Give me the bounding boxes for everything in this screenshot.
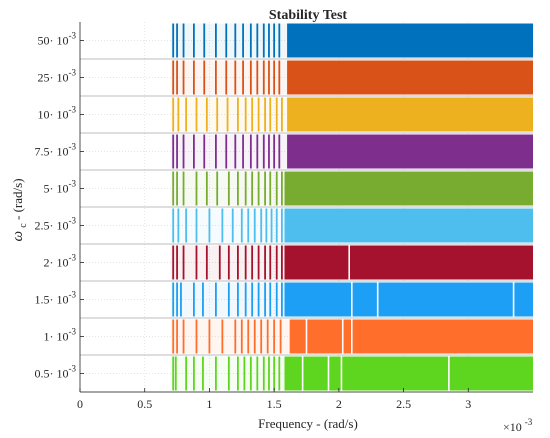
y-tick-label-0: 0.5· 10-3 [35,364,77,381]
y-tick-exponent-1: -3 [69,327,77,337]
x-axis-exponent: ×10 -3 [503,417,533,434]
y-tick-label-1: 1· 10-3 [44,327,77,344]
band-8 [80,60,533,97]
y-tick-label-2: 1.5· 10-3 [35,290,77,307]
band-fill-9 [287,23,533,58]
band-2 [80,282,533,319]
x-tick-label-4: 2 [336,397,342,411]
y-tick-exponent-4: -3 [69,216,77,226]
y-tick-exponent-2: -3 [69,290,77,300]
band-fill-2 [284,282,533,317]
band-tint-3 [170,245,285,280]
band-tint-4 [170,208,285,243]
band-1 [80,319,533,356]
y-label-rest: - (rad/s) [10,178,25,220]
y-tick-mantissa-1: 1· 10 [44,330,69,344]
x-tick-label-2: 1 [206,397,212,411]
y-tick-mantissa-8: 25· 10 [38,71,69,85]
x-ticks: 0 0.5 1 1.5 2 2.5 3 [77,388,471,411]
y-tick-label-7: 10· 10-3 [38,105,77,122]
band-tint-6 [170,134,288,169]
band-6 [80,134,533,171]
band-9 [80,23,533,60]
y-tick-exponent-3: -3 [69,253,77,263]
chart-title: Stability Test [269,8,348,23]
x-exponent-base: ×10 [503,420,522,434]
x-tick-label-6: 3 [465,397,471,411]
band-tint-1 [170,319,290,354]
y-tick-mantissa-5: 5· 10 [44,182,69,196]
y-tick-exponent-7: -3 [69,105,77,115]
y-tick-exponent-0: -3 [69,364,77,374]
band-7 [80,97,533,134]
y-label-symbol: ω [10,231,26,242]
y-tick-mantissa-2: 1.5· 10 [35,293,69,307]
y-tick-label-9: 50· 10-3 [38,31,77,48]
x-tick-label-5: 2.5 [396,397,411,411]
band-fill-1 [289,319,533,354]
y-tick-mantissa-0: 0.5· 10 [35,367,69,381]
band-fill-4 [284,208,533,243]
y-tick-mantissa-3: 2· 10 [44,256,69,270]
band-tint-2 [170,282,285,317]
band-fill-5 [284,171,533,206]
y-tick-mantissa-4: 2.5· 10 [35,219,69,233]
band-fill-6 [287,134,533,169]
y-tick-mantissa-9: 50· 10 [38,34,69,48]
x-axis-label: Frequency - (rad/s) [258,416,358,431]
y-tick-exponent-8: -3 [69,68,77,78]
y-tick-label-8: 25· 10-3 [38,68,77,85]
band-fill-8 [287,60,533,95]
band-4 [80,208,533,245]
y-tick-mantissa-7: 10· 10 [38,108,69,122]
band-tint-8 [170,60,288,95]
y-tick-exponent-9: -3 [69,31,77,41]
y-tick-exponent-5: -3 [69,179,77,189]
band-tint-5 [170,171,285,206]
y-tick-exponent-6: -3 [69,142,77,152]
band-tint-0 [170,356,285,391]
y-tick-label-4: 2.5· 10-3 [35,216,77,233]
y-axis-label: ω c - (rad/s) [10,178,29,241]
band-fill-7 [287,97,533,132]
axes [79,22,533,393]
band-fill-0 [284,356,533,391]
band-tint-9 [170,23,288,58]
x-exponent-power: -3 [525,417,533,427]
y-tick-mantissa-6: 7.5· 10 [35,145,69,159]
x-tick-label-1: 0.5 [137,397,152,411]
y-label-subscript: c [18,223,29,228]
band-tint-7 [170,97,288,132]
y-tick-label-6: 7.5· 10-3 [35,142,77,159]
band-5 [80,171,533,208]
x-tick-label-0: 0 [77,397,83,411]
x-tick-label-3: 1.5 [267,397,282,411]
y-tick-label-3: 2· 10-3 [44,253,77,270]
grid [79,22,533,392]
band-0 [80,356,533,393]
bands [80,23,533,393]
y-ticks: 0.5· 10-31· 10-31.5· 10-32· 10-32.5· 10-… [35,31,84,381]
band-fill-3 [284,245,533,280]
band-3 [80,245,533,282]
y-tick-label-5: 5· 10-3 [44,179,77,196]
